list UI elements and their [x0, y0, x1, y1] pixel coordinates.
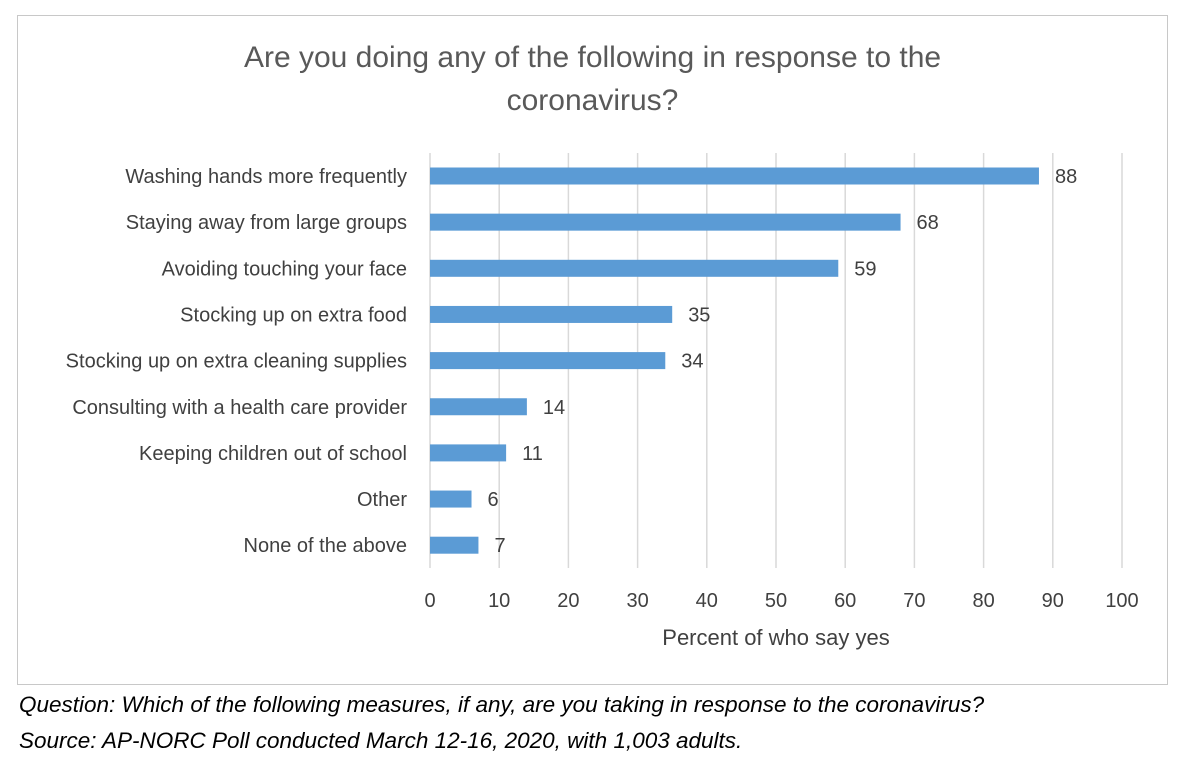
x-tick-label-5: 50	[765, 590, 787, 612]
data-label-8: 7	[494, 535, 505, 557]
data-label-3: 35	[688, 304, 710, 326]
x-tick-label-10: 100	[1105, 590, 1138, 612]
x-tick-label-6: 60	[834, 590, 856, 612]
x-tick-label-1: 10	[488, 590, 510, 612]
data-label-7: 6	[488, 489, 499, 511]
category-label-2: Avoiding touching your face	[162, 258, 407, 280]
category-label-3: Stocking up on extra food	[180, 304, 407, 326]
x-tick-label-0: 0	[424, 590, 435, 612]
category-label-6: Keeping children out of school	[139, 443, 407, 465]
x-tick-label-4: 40	[696, 590, 718, 612]
chart-title: Are you doing any of the following in re…	[17, 36, 1168, 122]
data-label-5: 14	[543, 397, 565, 419]
data-label-1: 68	[917, 212, 939, 234]
data-label-0: 88	[1055, 166, 1077, 188]
category-label-4: Stocking up on extra cleaning supplies	[66, 351, 407, 373]
bar-0	[430, 167, 1039, 185]
category-label-1: Staying away from large groups	[126, 212, 407, 234]
bar-8	[430, 536, 479, 554]
category-label-7: Other	[357, 489, 407, 511]
bar-7	[430, 490, 472, 508]
bar-2	[430, 259, 839, 277]
x-tick-label-2: 20	[557, 590, 579, 612]
data-label-6: 11	[522, 443, 543, 465]
bar-6	[430, 444, 507, 462]
x-tick-label-7: 70	[903, 590, 925, 612]
source-note: Source: AP-NORC Poll conducted March 12-…	[19, 728, 743, 753]
x-axis-title: Percent of who say yes	[662, 625, 889, 650]
question-note: Question: Which of the following measure…	[19, 692, 985, 717]
category-label-0: Washing hands more frequently	[125, 166, 407, 188]
category-label-8: None of the above	[244, 535, 407, 557]
x-tick-label-3: 30	[626, 590, 648, 612]
bar-1	[430, 213, 901, 231]
chart-title-line-2: coronavirus?	[506, 84, 679, 117]
data-label-2: 59	[854, 258, 876, 280]
category-label-5: Consulting with a health care provider	[72, 397, 407, 419]
bar-3	[430, 305, 673, 323]
x-tick-label-9: 90	[1042, 590, 1064, 612]
bar-5	[430, 398, 527, 416]
x-tick-label-8: 80	[972, 590, 994, 612]
chart-frame	[17, 15, 1168, 685]
chart-title-line-1: Are you doing any of the following in re…	[243, 41, 942, 74]
data-label-4: 34	[681, 351, 703, 373]
bar-4	[430, 352, 666, 370]
